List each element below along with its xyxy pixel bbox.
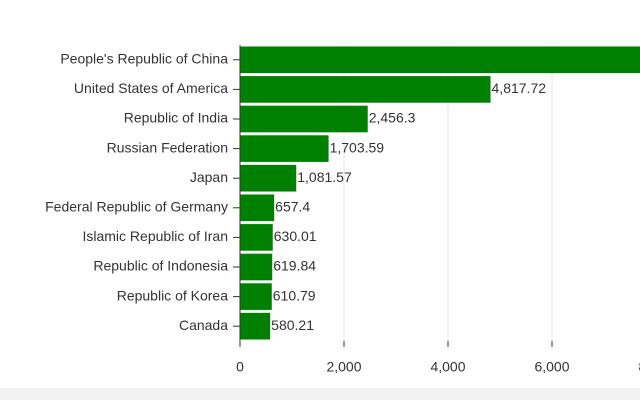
value-label: 1,081.57 <box>297 169 352 185</box>
y-tick-label: Republic of Korea <box>117 287 229 303</box>
x-tick-label: 6,000 <box>534 359 569 375</box>
bar <box>240 194 275 222</box>
value-label: 610.79 <box>273 287 316 303</box>
x-tick-label: 4,000 <box>430 359 465 375</box>
x-tick-label: 8,000 <box>638 359 640 375</box>
bar <box>240 312 271 340</box>
value-label: 630.01 <box>274 228 317 244</box>
y-tick-label: Federal Republic of Germany <box>45 199 228 215</box>
bar <box>240 105 368 133</box>
bar <box>240 46 640 74</box>
y-tick-label: Republic of India <box>124 110 229 126</box>
value-label: 657.4 <box>275 199 310 215</box>
bar <box>240 253 273 281</box>
bar <box>240 283 272 310</box>
bar <box>240 76 491 103</box>
y-tick-label: People's Republic of China <box>60 51 228 67</box>
bottom-strip <box>0 388 640 400</box>
bar <box>240 135 329 162</box>
y-tick-label: Japan <box>190 169 228 185</box>
y-tick-label: Republic of Indonesia <box>93 258 228 274</box>
value-label: 4,817.72 <box>492 80 547 96</box>
value-label: 580.21 <box>271 317 314 333</box>
value-label: 2,456.3 <box>369 110 416 126</box>
bar <box>240 224 273 251</box>
y-tick-label: Islamic Republic of Iran <box>82 228 228 244</box>
value-label: 1,703.59 <box>330 139 385 155</box>
bar <box>240 164 297 192</box>
x-tick-label: 0 <box>236 359 244 375</box>
y-tick-label: United States of America <box>74 80 228 96</box>
y-tick-label: Canada <box>179 317 228 333</box>
value-label: 619.84 <box>273 258 316 274</box>
y-tick-label: Russian Federation <box>107 139 228 155</box>
x-tick-label: 2,000 <box>326 359 361 375</box>
